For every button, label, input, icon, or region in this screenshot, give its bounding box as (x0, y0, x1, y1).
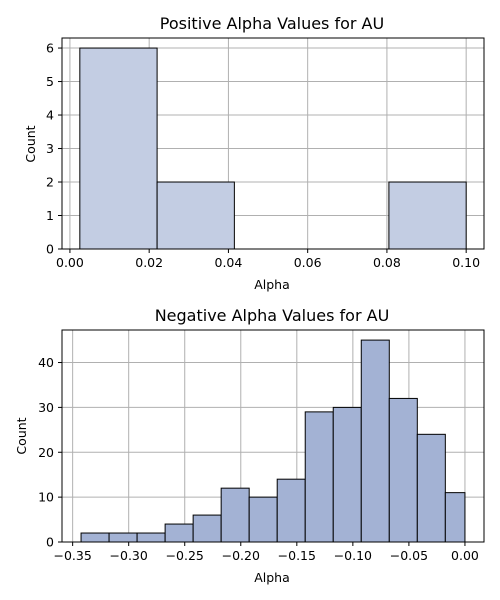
y-tick-label: 2 (46, 175, 54, 190)
y-tick-label: 5 (46, 74, 54, 89)
y-tick-label: 40 (38, 355, 54, 370)
y-tick-label: 6 (46, 41, 54, 56)
x-tick-label: −0.30 (110, 548, 148, 563)
y-axis-label: Count (23, 125, 38, 162)
negative-alpha-histogram: Negative Alpha Values for AU −0.35 −0.30−… (14, 306, 485, 585)
chart-title: Negative Alpha Values for AU (155, 306, 390, 325)
y-ticks: 0 10 20 30 40 (38, 355, 62, 550)
chart-title: Positive Alpha Values for AU (160, 14, 384, 33)
y-tick-label: 20 (38, 445, 54, 460)
histogram-bar (220, 487, 250, 543)
y-tick-label: 10 (38, 490, 54, 505)
bars (79, 47, 467, 250)
x-tick-label: 0.04 (215, 255, 243, 270)
x-tick-label: −0.05 (390, 548, 428, 563)
x-tick-label: 0.02 (135, 255, 163, 270)
x-tick-label: −0.20 (222, 548, 260, 563)
histogram-bar (108, 532, 138, 543)
y-tick-label: 0 (46, 535, 54, 550)
x-tick-label: 0.06 (294, 255, 322, 270)
x-tick-label: −0.10 (334, 548, 372, 563)
histogram-bar (156, 181, 235, 250)
x-tick-label: −0.25 (166, 548, 204, 563)
histogram-bar (388, 181, 467, 250)
histogram-bar (79, 47, 158, 250)
histogram-bar (248, 496, 278, 543)
x-tick-label: 0.10 (452, 255, 480, 270)
histogram-bar (304, 411, 334, 543)
histogram-bar (164, 523, 194, 543)
y-tick-label: 30 (38, 400, 54, 415)
x-tick-label: −0.15 (278, 548, 316, 563)
y-tick-label: 4 (46, 108, 54, 123)
positive-alpha-histogram: Positive Alpha Values for AU 0.00 0.02 0.0… (23, 14, 485, 292)
x-tick-label: 0.08 (373, 255, 401, 270)
histogram-bar (416, 433, 446, 543)
histogram-bar (276, 478, 306, 543)
histogram-bar (136, 532, 166, 543)
x-tick-label: 0.00 (451, 548, 479, 563)
x-axis-label: Alpha (254, 570, 290, 585)
histogram-bar (192, 514, 222, 543)
x-ticks: 0.00 0.02 0.04 0.06 0.08 0.10 (56, 249, 480, 270)
y-ticks: 0 1 2 3 4 5 6 (46, 41, 62, 257)
y-tick-label: 3 (46, 141, 54, 156)
plot-frame (61, 37, 485, 250)
histogram-bar (388, 397, 418, 543)
histogram-bar (80, 532, 110, 543)
histogram-bar (360, 339, 390, 543)
x-tick-label: −0.35 (53, 548, 91, 563)
x-tick-label: 0.00 (56, 255, 84, 270)
histogram-bar (332, 406, 362, 543)
plot-frame (61, 329, 485, 543)
histogram-bar (444, 492, 466, 543)
y-tick-label: 0 (46, 242, 54, 257)
x-ticks: −0.35 −0.30 −0.25 −0.20 −0.15 −0.10 −0.05 0.00 (53, 542, 479, 563)
x-axis-label: Alpha (254, 277, 290, 292)
y-axis-label: Count (14, 417, 29, 454)
bars (80, 339, 466, 543)
y-tick-label: 1 (46, 208, 54, 223)
